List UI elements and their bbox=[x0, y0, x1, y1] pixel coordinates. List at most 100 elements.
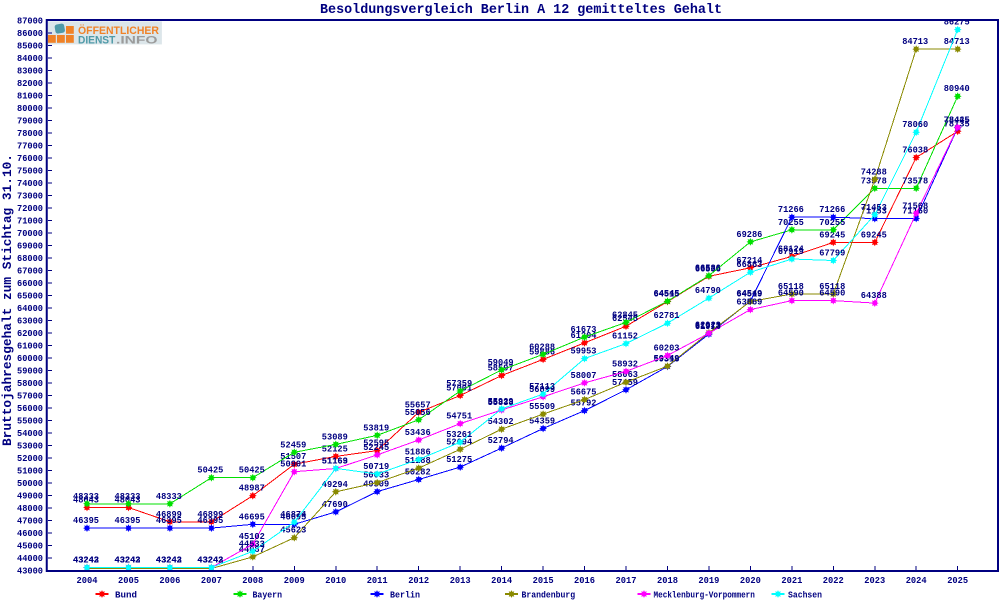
svg-text:50282: 50282 bbox=[405, 467, 431, 478]
svg-text:43243: 43243 bbox=[115, 555, 141, 566]
svg-text:67799: 67799 bbox=[819, 248, 845, 259]
svg-text:59953: 59953 bbox=[571, 346, 597, 357]
svg-text:Berlin: Berlin bbox=[390, 590, 420, 600]
svg-text:43242: 43242 bbox=[156, 555, 182, 566]
svg-text:2015: 2015 bbox=[533, 575, 554, 586]
svg-text:2023: 2023 bbox=[864, 575, 885, 586]
svg-text:2017: 2017 bbox=[616, 575, 637, 586]
svg-text:50425: 50425 bbox=[239, 465, 265, 476]
svg-text:46000: 46000 bbox=[17, 528, 43, 539]
svg-text:50000: 50000 bbox=[17, 478, 43, 489]
svg-text:54302: 54302 bbox=[488, 416, 514, 427]
svg-text:60288: 60288 bbox=[529, 341, 555, 352]
svg-text:87000: 87000 bbox=[17, 16, 43, 27]
svg-text:72000: 72000 bbox=[17, 203, 43, 214]
svg-text:59886: 59886 bbox=[529, 346, 555, 357]
svg-text:76038: 76038 bbox=[902, 145, 928, 156]
svg-text:69245: 69245 bbox=[861, 229, 887, 240]
svg-text:86000: 86000 bbox=[17, 28, 43, 39]
svg-text:81000: 81000 bbox=[17, 91, 43, 102]
svg-text:64790: 64790 bbox=[695, 285, 721, 296]
svg-text:55056: 55056 bbox=[405, 407, 431, 418]
svg-text:70255: 70255 bbox=[778, 217, 804, 228]
svg-text:2016: 2016 bbox=[574, 575, 595, 586]
svg-text:45102: 45102 bbox=[239, 531, 265, 542]
svg-text:43000: 43000 bbox=[17, 566, 43, 577]
svg-text:43243: 43243 bbox=[197, 555, 223, 566]
svg-text:56899: 56899 bbox=[529, 384, 555, 395]
svg-text:73000: 73000 bbox=[17, 191, 43, 202]
svg-text:57359: 57359 bbox=[446, 378, 472, 389]
svg-text:51886: 51886 bbox=[405, 446, 431, 457]
svg-text:71266: 71266 bbox=[819, 204, 845, 215]
svg-text:.INFO: .INFO bbox=[116, 35, 158, 47]
svg-text:55929: 55929 bbox=[488, 396, 514, 407]
svg-text:50425: 50425 bbox=[197, 465, 223, 476]
svg-text:69245: 69245 bbox=[819, 229, 845, 240]
svg-text:75000: 75000 bbox=[17, 166, 43, 177]
svg-text:2004: 2004 bbox=[77, 575, 98, 586]
svg-text:46899: 46899 bbox=[156, 509, 182, 520]
svg-text:2007: 2007 bbox=[201, 575, 222, 586]
svg-text:83000: 83000 bbox=[17, 66, 43, 77]
svg-text:50901: 50901 bbox=[280, 459, 306, 470]
svg-text:45623: 45623 bbox=[280, 525, 306, 536]
svg-text:50719: 50719 bbox=[363, 461, 389, 472]
svg-text:74288: 74288 bbox=[861, 166, 887, 177]
svg-text:64549: 64549 bbox=[736, 288, 762, 299]
svg-text:Sachsen: Sachsen bbox=[788, 590, 822, 600]
svg-text:48333: 48333 bbox=[156, 491, 182, 502]
svg-text:53819: 53819 bbox=[363, 422, 389, 433]
svg-text:64590: 64590 bbox=[778, 288, 804, 299]
svg-text:46695: 46695 bbox=[239, 511, 265, 522]
svg-text:57113: 57113 bbox=[529, 381, 555, 392]
svg-text:64545: 64545 bbox=[654, 288, 680, 299]
svg-text:85000: 85000 bbox=[17, 41, 43, 52]
svg-text:58932: 58932 bbox=[612, 358, 638, 369]
svg-text:Besoldungsvergleich Berlin A 1: Besoldungsvergleich Berlin A 12 gemittel… bbox=[320, 3, 722, 18]
svg-text:69000: 69000 bbox=[17, 241, 43, 252]
svg-text:52595: 52595 bbox=[363, 438, 389, 449]
svg-text:71000: 71000 bbox=[17, 216, 43, 227]
svg-text:48043: 48043 bbox=[73, 495, 99, 506]
svg-text:59318: 59318 bbox=[654, 354, 680, 365]
svg-text:78445: 78445 bbox=[944, 114, 970, 125]
svg-text:2018: 2018 bbox=[657, 575, 678, 586]
svg-text:51275: 51275 bbox=[446, 454, 472, 465]
svg-text:49000: 49000 bbox=[17, 491, 43, 502]
svg-text:57001: 57001 bbox=[446, 383, 472, 394]
svg-text:63869: 63869 bbox=[736, 297, 762, 308]
svg-text:55000: 55000 bbox=[17, 416, 43, 427]
svg-text:60203: 60203 bbox=[654, 343, 680, 354]
svg-text:63000: 63000 bbox=[17, 316, 43, 327]
svg-text:58000: 58000 bbox=[17, 378, 43, 389]
svg-text:47000: 47000 bbox=[17, 516, 43, 527]
svg-text:80000: 80000 bbox=[17, 103, 43, 114]
svg-text:80940: 80940 bbox=[944, 83, 970, 94]
svg-text:78000: 78000 bbox=[17, 128, 43, 139]
svg-text:Brandenburg: Brandenburg bbox=[522, 590, 576, 600]
svg-text:78425: 78425 bbox=[944, 115, 970, 126]
svg-text:65118: 65118 bbox=[819, 281, 845, 292]
svg-text:82000: 82000 bbox=[17, 78, 43, 89]
svg-text:84713: 84713 bbox=[944, 36, 970, 47]
svg-text:48987: 48987 bbox=[239, 483, 265, 494]
svg-text:Mecklenburg-Vorpommern: Mecklenburg-Vorpommern bbox=[654, 590, 755, 600]
svg-text:ÖFFENTLICHER: ÖFFENTLICHER bbox=[78, 24, 159, 37]
svg-text:51507: 51507 bbox=[280, 451, 306, 462]
svg-text:46695: 46695 bbox=[280, 511, 306, 522]
svg-text:2022: 2022 bbox=[823, 575, 844, 586]
svg-text:71160: 71160 bbox=[902, 206, 928, 217]
svg-text:61673: 61673 bbox=[571, 324, 597, 335]
svg-text:43242: 43242 bbox=[73, 555, 99, 566]
svg-text:48043: 48043 bbox=[115, 495, 141, 506]
svg-text:70255: 70255 bbox=[819, 217, 845, 228]
svg-text:55509: 55509 bbox=[529, 401, 555, 412]
svg-text:43242: 43242 bbox=[156, 555, 182, 566]
svg-text:71453: 71453 bbox=[861, 202, 887, 213]
svg-text:61000: 61000 bbox=[17, 341, 43, 352]
svg-text:Bayern: Bayern bbox=[253, 590, 283, 600]
svg-text:69286: 69286 bbox=[736, 229, 762, 240]
svg-text:46899: 46899 bbox=[197, 509, 223, 520]
svg-text:44000: 44000 bbox=[17, 553, 43, 564]
